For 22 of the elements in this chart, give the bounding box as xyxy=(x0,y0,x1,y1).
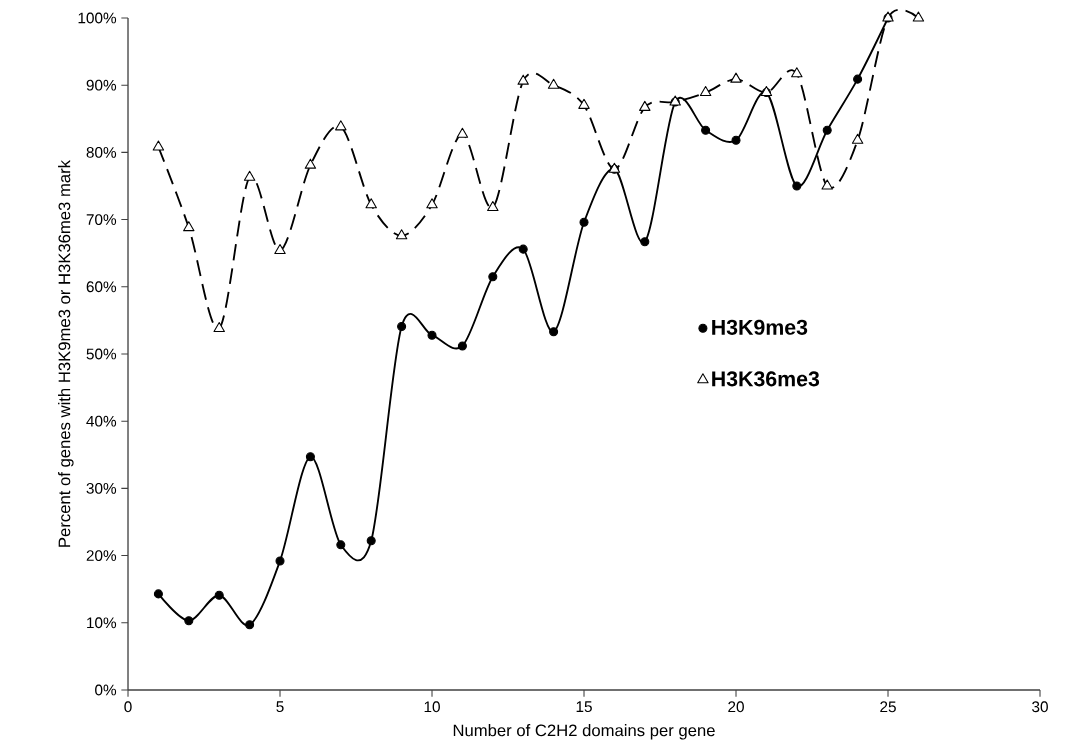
x-tick-label: 30 xyxy=(1032,701,1048,713)
x-tick-label: 15 xyxy=(576,701,592,713)
y-axis-title: Percent of genes with H3K9me3 or H3K36me3 mark xyxy=(58,159,74,547)
y-tick-label: 40% xyxy=(86,415,117,427)
y-tick-label: 20% xyxy=(86,550,117,562)
y-tick-label: 0% xyxy=(95,684,117,696)
x-axis-title: Number of C2H2 domains per gene xyxy=(453,724,715,740)
y-tick-label: 80% xyxy=(86,146,117,158)
y-tick-label: 60% xyxy=(86,281,117,293)
y-tick-label: 90% xyxy=(86,79,117,91)
x-tick-label: 0 xyxy=(124,701,132,713)
y-tick-label: 100% xyxy=(78,12,117,24)
y-tick-label: 10% xyxy=(87,617,117,629)
x-tick-label: 10 xyxy=(424,701,440,713)
y-tick-label: 50% xyxy=(86,348,117,360)
legend-label: H3K36me3 xyxy=(712,371,820,387)
y-tick-label: 30% xyxy=(86,482,117,494)
x-tick-label: 5 xyxy=(276,701,284,713)
legend-label: H3K9me3 xyxy=(712,319,808,335)
y-tick-label: 70% xyxy=(86,214,117,226)
x-tick-label: 20 xyxy=(728,701,744,713)
x-tick-label: 25 xyxy=(880,701,896,713)
